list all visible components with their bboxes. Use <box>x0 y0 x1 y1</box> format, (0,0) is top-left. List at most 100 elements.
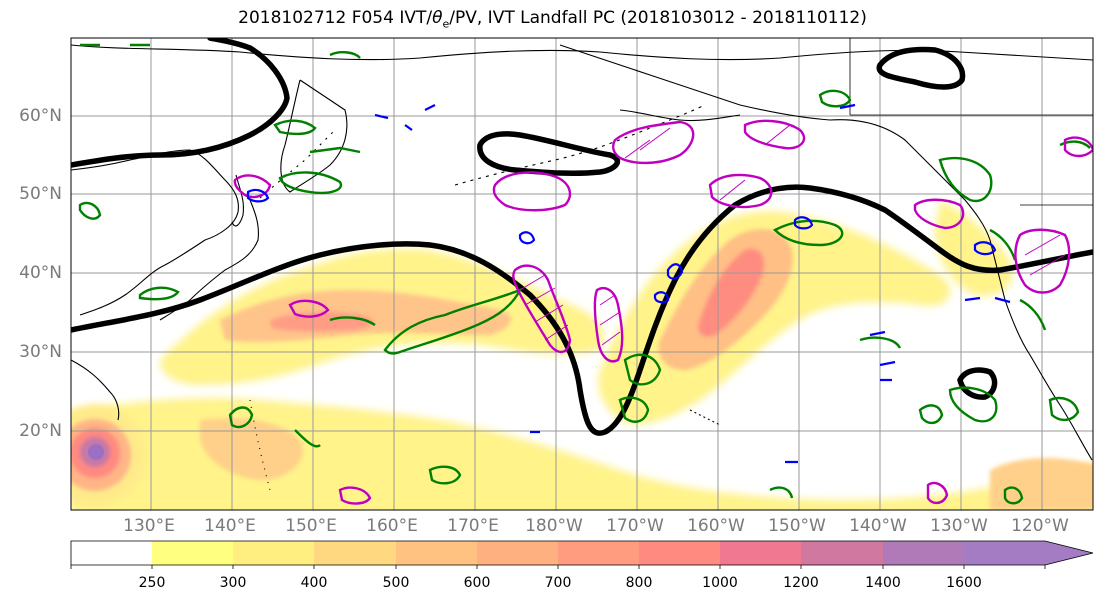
colorbar-label-700: 700 <box>544 575 572 591</box>
magenta-contour-4 <box>708 173 773 209</box>
lon-label-150w: 150°W <box>768 516 826 536</box>
lon-label-150e: 150°E <box>285 516 337 536</box>
colorbar-segment-9 <box>801 541 883 565</box>
green-contour-east-1 <box>772 219 844 247</box>
coastline-kamchatka <box>280 79 348 193</box>
green-contour-midlat-1 <box>138 286 180 301</box>
map-grid <box>71 38 1093 510</box>
blue-contour-11 <box>964 296 1011 304</box>
colorbar-segment-7 <box>639 541 720 565</box>
green-contour-bc <box>989 228 1047 331</box>
lon-label-130e: 130°E <box>123 516 175 536</box>
green-contour-gulf-alaska <box>818 89 852 108</box>
colorbar-label-600: 600 <box>463 575 491 591</box>
tropical-cyclone-ivt <box>71 405 145 505</box>
magenta-contour-8 <box>233 174 272 199</box>
colorbar-segment-8 <box>720 541 801 565</box>
blue-contours <box>246 103 1011 464</box>
colorbar-label-1000: 1000 <box>702 575 738 591</box>
coastline-alaska <box>559 44 991 241</box>
green-contour-midlat-2 <box>383 287 523 355</box>
colorbar-segment-3 <box>314 541 396 565</box>
colorbar-label-250: 250 <box>138 575 166 591</box>
hawaii-islands <box>689 409 721 426</box>
lon-label-130w: 130°W <box>930 516 988 536</box>
green-contour-east-3 <box>618 396 650 423</box>
lon-label-160e: 160°E <box>366 516 418 536</box>
green-contour-north-2 <box>278 171 343 195</box>
green-contour-pacific <box>1059 140 1091 149</box>
colorbar-label-1600: 1600 <box>946 575 982 591</box>
blue-contour-3 <box>666 263 684 280</box>
magenta-contour-10 <box>1014 228 1071 294</box>
lon-label-180w: 180°W <box>525 516 583 536</box>
colorbar-label-300: 300 <box>219 575 247 591</box>
green-contour-north-4 <box>309 146 361 154</box>
colorbar-label-400: 400 <box>300 575 328 591</box>
blue-contour-9 <box>839 103 856 110</box>
black-contour-bering-loop <box>477 131 621 177</box>
colorbar-segment-10 <box>883 541 964 565</box>
green-contour-south-1 <box>769 486 794 499</box>
coastline-sakhalin <box>231 174 244 227</box>
colorbar-segment-4 <box>396 541 477 565</box>
green-contour-east-2 <box>623 353 662 386</box>
colorbar-segment-0 <box>71 541 152 565</box>
colorbar-ticks <box>70 565 1046 569</box>
pv-hatching <box>519 124 1066 346</box>
lat-label-30n: 30°N <box>19 342 62 362</box>
lon-label-160w: 160°W <box>687 516 745 536</box>
blue-contour-2 <box>518 231 536 245</box>
ivt-landfall-pc-contours <box>71 38 1093 436</box>
ivt-band-east-core <box>698 248 765 337</box>
colorbar-label-1400: 1400 <box>865 575 901 591</box>
colorbar-label-1200: 1200 <box>783 575 819 591</box>
coastlines <box>71 38 1093 491</box>
green-contour-southeast <box>1003 486 1024 505</box>
black-contour-small-loop <box>957 367 998 400</box>
lon-label-140e: 140°E <box>204 516 256 536</box>
green-contour-arctic <box>80 43 361 59</box>
green-contour-west-coast-4 <box>918 404 944 425</box>
ivt-band-south-mid <box>200 418 303 480</box>
blue-contour-1 <box>246 188 270 203</box>
blue-contour-5 <box>793 216 814 230</box>
map-frame <box>70 37 1094 511</box>
ivt-band-south <box>71 398 1093 510</box>
magenta-contour-6 <box>512 264 572 354</box>
magenta-contour-13 <box>926 481 949 505</box>
blue-contour-7 <box>869 330 896 382</box>
lon-label-170e: 170°E <box>447 516 499 536</box>
colorbar-label-800: 800 <box>625 575 653 591</box>
green-contour-north-3 <box>78 201 102 220</box>
green-contour-west-coast-3 <box>1048 396 1080 422</box>
magenta-contour-7 <box>593 286 624 363</box>
magenta-contour-5 <box>913 198 965 230</box>
green-contour-midlat-3 <box>329 316 376 327</box>
colorbar-extend-arrow <box>1045 541 1093 565</box>
canada-border <box>849 38 1093 116</box>
colorbar-outline <box>70 540 1094 566</box>
green-contour-north-1 <box>273 119 317 136</box>
colorbar-segment-6 <box>558 541 639 565</box>
black-contour-north-pacific <box>71 38 290 168</box>
blue-contour-10 <box>530 430 798 464</box>
colorbar-label-500: 500 <box>382 575 410 591</box>
colorbar-segment-5 <box>477 541 558 565</box>
lat-label-50n: 50°N <box>19 184 62 204</box>
green-contour-west-coast-2 <box>948 386 998 423</box>
lon-label-120w: 120°W <box>1011 516 1069 536</box>
colorbar-segment-11 <box>964 541 1045 565</box>
blue-contour-8 <box>374 104 436 131</box>
blue-contour-6 <box>973 241 997 256</box>
lon-label-170w: 170°W <box>606 516 664 536</box>
black-contour-western-pacific <box>71 184 1093 436</box>
magenta-contour-3 <box>743 119 806 150</box>
green-contour-cold-2 <box>294 429 321 448</box>
figure-title: 2018102712 F054 IVT/θe/PV, IVT Landfall … <box>238 8 867 31</box>
lat-label-60n: 60°N <box>19 106 62 126</box>
magenta-contour-1 <box>492 171 572 212</box>
green-contour-west-coast-1 <box>938 156 993 203</box>
colorbar <box>70 540 1094 569</box>
